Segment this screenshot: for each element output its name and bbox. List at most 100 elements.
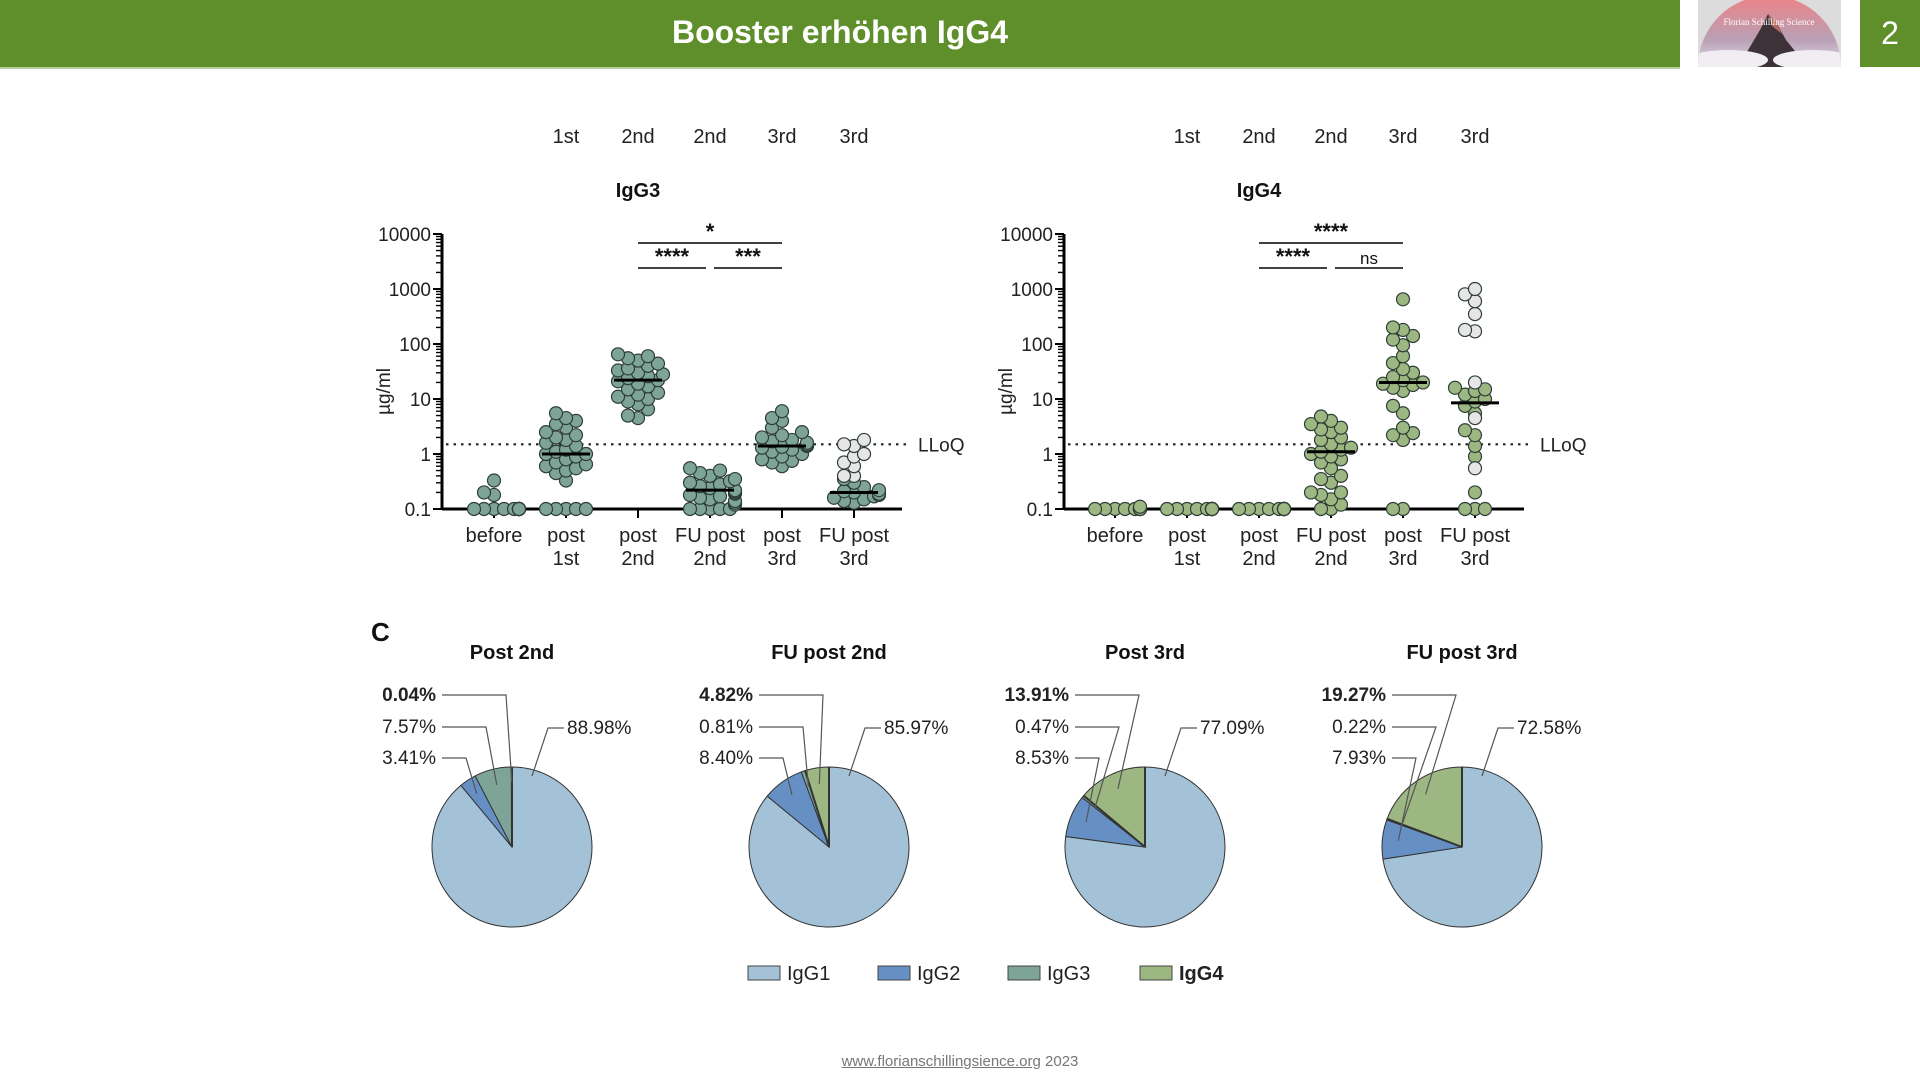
leader-line [1164,727,1197,777]
data-point [682,461,698,476]
top-label: 1st [553,126,580,148]
x-tick-label: 2nd [1242,548,1275,570]
data-point [1333,485,1349,500]
top-label: 2nd [693,126,726,148]
legend-swatch [1139,965,1173,981]
x-tick-label: 3rd [1389,548,1418,570]
leader-line [759,757,793,795]
data-point [538,501,554,517]
legend-item-igg1: IgG1 [747,963,830,985]
legend-label: IgG3 [1047,963,1090,985]
data-point [794,425,810,440]
data-point [1313,471,1329,487]
x-tick-label: 3rd [840,548,869,570]
data-point [1231,501,1247,517]
footer: www.florianschillingsience.org 2023 [0,1053,1920,1070]
data-point [610,347,626,362]
mountain-logo-icon: Florian Schilling Science [1698,0,1841,67]
top-label: 2nd [621,126,654,148]
data-point [774,404,790,419]
pie-label-igg2: 7.93% [1332,748,1386,769]
data-point [1385,398,1401,413]
data-point [486,473,502,488]
data-point [1457,501,1473,517]
x-tick-label: 2nd [621,548,654,570]
x-tick-label: 1st [553,548,580,570]
website-link[interactable]: www.florianschillingsience.org [841,1053,1041,1070]
data-point [1132,499,1148,514]
data-point [578,501,594,517]
legend-label: IgG4 [1179,963,1224,985]
data-point [1303,485,1319,500]
leader-line [1392,726,1437,826]
data-point-open [1467,375,1483,390]
data-point [1385,501,1401,517]
scatter-chart-igg3: 1st 2nd 2nd 3rd 3rd IgG3 0.1 1 10 100 1000 10000 µg/… [374,126,964,570]
y-tick-label: 10000 [378,225,431,246]
y-tick-label: 1000 [389,280,431,301]
pie-label-igg2: 8.53% [1015,748,1069,769]
pie-label-igg1: 88.98% [567,718,632,739]
data-point-open [836,468,852,483]
pie-chart: Post 3rd 13.91% 0.47% 8.53% 77.09% [1005,642,1265,928]
data-point [568,428,584,443]
pie-label-igg2: 3.41% [382,748,436,769]
pie-label-igg4: 4.82% [699,685,753,706]
top-label: 3rd [840,126,869,148]
data-point [1395,292,1411,307]
data-point [1333,468,1349,483]
data-point [466,501,482,517]
top-label: 2nd [1242,126,1275,148]
slide-header: Booster erhöhen IgG4 [0,0,1680,69]
data-point [548,406,564,421]
y-tick-label: 10000 [1000,225,1053,246]
data-point [620,408,636,423]
data-point [1333,420,1349,435]
legend-item-igg3: IgG3 [1007,963,1090,985]
data-point [712,463,728,478]
leader-line [442,694,513,784]
significance-label: **** [1314,219,1349,244]
data-point-open [1457,322,1473,338]
leader-line [848,727,881,777]
data-point [1467,485,1483,500]
legend-swatch [1007,965,1041,981]
data-point [1276,501,1292,517]
leader-line [1075,757,1100,823]
x-tick-label: post [619,525,657,547]
x-tick-label: post [1384,525,1422,547]
data-point [1087,501,1103,517]
data-point [1385,332,1401,347]
data-point-open [1467,410,1483,426]
pie-label-igg2: 8.40% [699,748,753,769]
pie-title: FU post 3rd [1406,642,1517,664]
pie-chart: FU post 2nd 4.82% 0.81% 8.40% 85.97% [699,642,949,928]
pie-title: FU post 2nd [771,642,887,664]
pie-chart: FU post 3rd 19.27% 0.22% 7.93% 72.58% [1322,642,1582,928]
legend-label: IgG1 [787,963,830,985]
x-tick-label: 1st [1174,548,1201,570]
leader-line [531,727,564,777]
data-point [1204,501,1220,517]
y-tick-label: 10 [410,390,431,411]
leader-line [442,757,478,794]
pie-title: Post 3rd [1105,642,1185,664]
data-point [610,389,626,404]
data-point-open [836,437,852,452]
top-label: 3rd [1389,126,1418,148]
legend-item-igg2: IgG2 [877,963,960,985]
significance-label: **** [1276,244,1311,269]
leader-line [1392,757,1417,841]
pie-slice-igg4 [1082,766,1146,849]
x-tick-label: 2nd [693,548,726,570]
logo-text: Florian Schilling Science [1724,17,1815,27]
y-tick-label: 0.1 [1027,500,1053,521]
data-point [1385,355,1401,371]
data-point [511,501,527,517]
y-tick-label: 10 [1032,390,1053,411]
pie-chart: Post 2nd 0.04% 7.57% 3.41% 88.98% [382,642,632,928]
leader-line [759,726,809,787]
leader-line [1075,726,1120,807]
pie-label-igg4: 0.04% [382,685,436,706]
